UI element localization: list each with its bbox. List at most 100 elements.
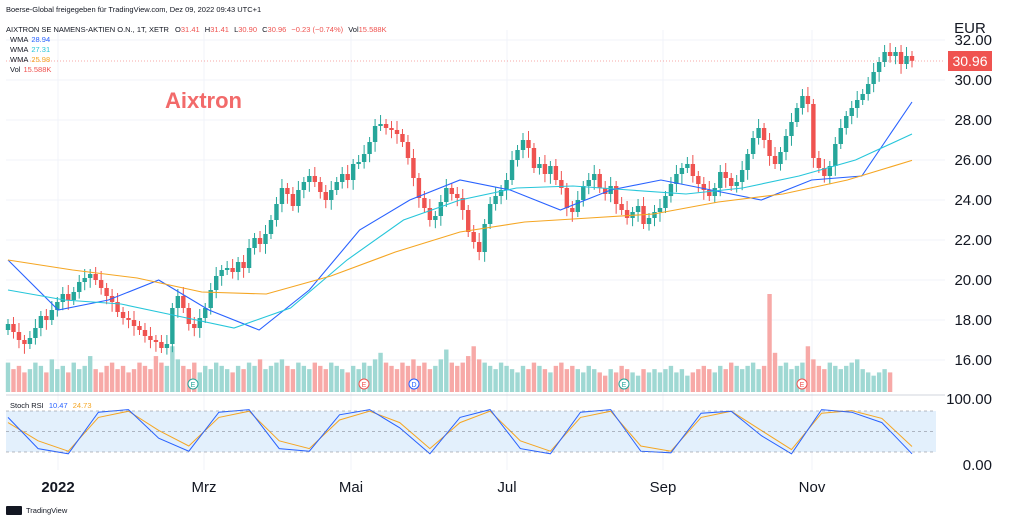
volume-bar: [340, 369, 345, 392]
volume-bar: [361, 362, 367, 392]
volume-bar: [252, 365, 257, 392]
volume-bar: [619, 365, 624, 392]
volume-bar: [855, 359, 860, 392]
volume-bar: [131, 369, 137, 392]
volume-bar: [55, 369, 60, 392]
source-line: Boerse-Global freigegeben für TradingVie…: [6, 5, 262, 14]
candle-body: [887, 52, 893, 56]
volume-bar: [811, 359, 816, 392]
event-marker-icon: [796, 378, 808, 390]
candle-body: [482, 224, 487, 252]
candle-body: [400, 134, 405, 142]
volume-bar: [400, 362, 405, 392]
volume-bar: [515, 372, 520, 392]
indicator-value: 15.588K: [23, 65, 52, 74]
candle-body: [827, 166, 833, 176]
candle-body: [898, 52, 904, 64]
volume-bar: [345, 372, 350, 392]
candle-body: [564, 188, 570, 208]
candle-body: [367, 142, 372, 154]
symbol-line: AIXTRON SE NAMENS-AKTIEN O.N., 1T, XETR …: [6, 25, 387, 34]
volume-bar: [723, 369, 728, 392]
volume-bar: [5, 362, 11, 392]
candle-body: [471, 232, 476, 242]
volume-bar: [559, 362, 564, 392]
time-tick-label: Nov: [799, 479, 826, 496]
candle-body: [274, 204, 279, 220]
chart-title: Aixtron: [165, 88, 242, 113]
indicator-wma-2[interactable]: WMA 27.31: [10, 45, 50, 54]
candle-body: [570, 208, 575, 212]
candle-body: [707, 190, 712, 196]
event-marker-icon: [618, 378, 630, 390]
volume-bar: [581, 372, 586, 392]
candle-body: [49, 310, 55, 320]
candle-body: [696, 176, 701, 184]
volume-bar: [509, 369, 515, 392]
candle-body: [498, 190, 504, 196]
volume-bar: [833, 365, 838, 392]
volume-bar: [635, 375, 641, 392]
volume-bar: [394, 369, 400, 392]
volume-bar: [674, 372, 679, 392]
volume-bar: [537, 365, 542, 392]
volume-bar: [482, 362, 487, 392]
volume-bar: [115, 369, 120, 392]
volume-bar: [66, 372, 71, 392]
time-tick-label: Mrz: [192, 479, 217, 496]
candle-body: [153, 340, 159, 342]
volume-bar: [49, 359, 55, 392]
volume-bar: [213, 362, 219, 392]
volume-bar: [159, 362, 164, 392]
volume-bar: [794, 365, 800, 392]
volume-bar: [476, 359, 482, 392]
candle-body: [290, 194, 296, 206]
candle-body: [531, 148, 537, 168]
candle-body: [844, 116, 849, 128]
indicator-wma-1[interactable]: WMA 28.94: [10, 35, 50, 44]
volume-bar: [378, 352, 383, 392]
volume-bar: [570, 365, 575, 392]
candle-body: [16, 332, 22, 340]
volume-bar: [427, 369, 433, 392]
volume-bar: [137, 362, 142, 392]
candle-body: [268, 220, 274, 234]
volume-bar: [203, 365, 208, 392]
candle-body: [411, 158, 416, 178]
indicator-name: WMA: [10, 45, 29, 54]
candle-body: [734, 182, 739, 186]
volume-bar: [690, 372, 696, 392]
candle-body: [745, 154, 750, 170]
candle-body: [307, 176, 312, 182]
candle-body: [520, 140, 526, 150]
volume-bar: [307, 369, 312, 392]
candle-body: [575, 200, 580, 212]
candle-body: [871, 72, 876, 84]
candle-body: [296, 190, 301, 206]
volume-bar: [882, 369, 887, 392]
price-tick-label: 18.00: [954, 312, 992, 329]
indicator-volume[interactable]: Vol 15.588K: [10, 65, 51, 74]
tradingview-logo[interactable]: TradingView: [6, 506, 67, 515]
volume-bar: [181, 365, 186, 392]
event-marker-label: E: [362, 382, 367, 389]
event-marker-icon: [187, 378, 199, 390]
stoch-rsi-legend[interactable]: Stoch RSI 10.47 24.73: [10, 401, 92, 410]
candle-body: [224, 268, 230, 270]
candle-body: [137, 326, 142, 330]
stoch-rsi-label: Stoch RSI: [10, 401, 44, 410]
volume-bar: [800, 362, 805, 392]
ohlc-low: 30.90: [238, 25, 258, 34]
volume-bar: [290, 369, 296, 392]
volume-bar: [844, 365, 849, 392]
indicator-name: WMA: [10, 35, 29, 44]
volume-bar: [372, 359, 378, 392]
indicator-wma-3[interactable]: WMA 25.98: [10, 55, 50, 64]
candle-body: [159, 342, 164, 348]
candle-body: [739, 170, 745, 182]
volume-bar: [630, 372, 635, 392]
candle-body: [909, 56, 915, 61]
event-marker-label: D: [411, 382, 416, 389]
candle-body: [44, 316, 49, 320]
event-marker-label: E: [191, 382, 196, 389]
